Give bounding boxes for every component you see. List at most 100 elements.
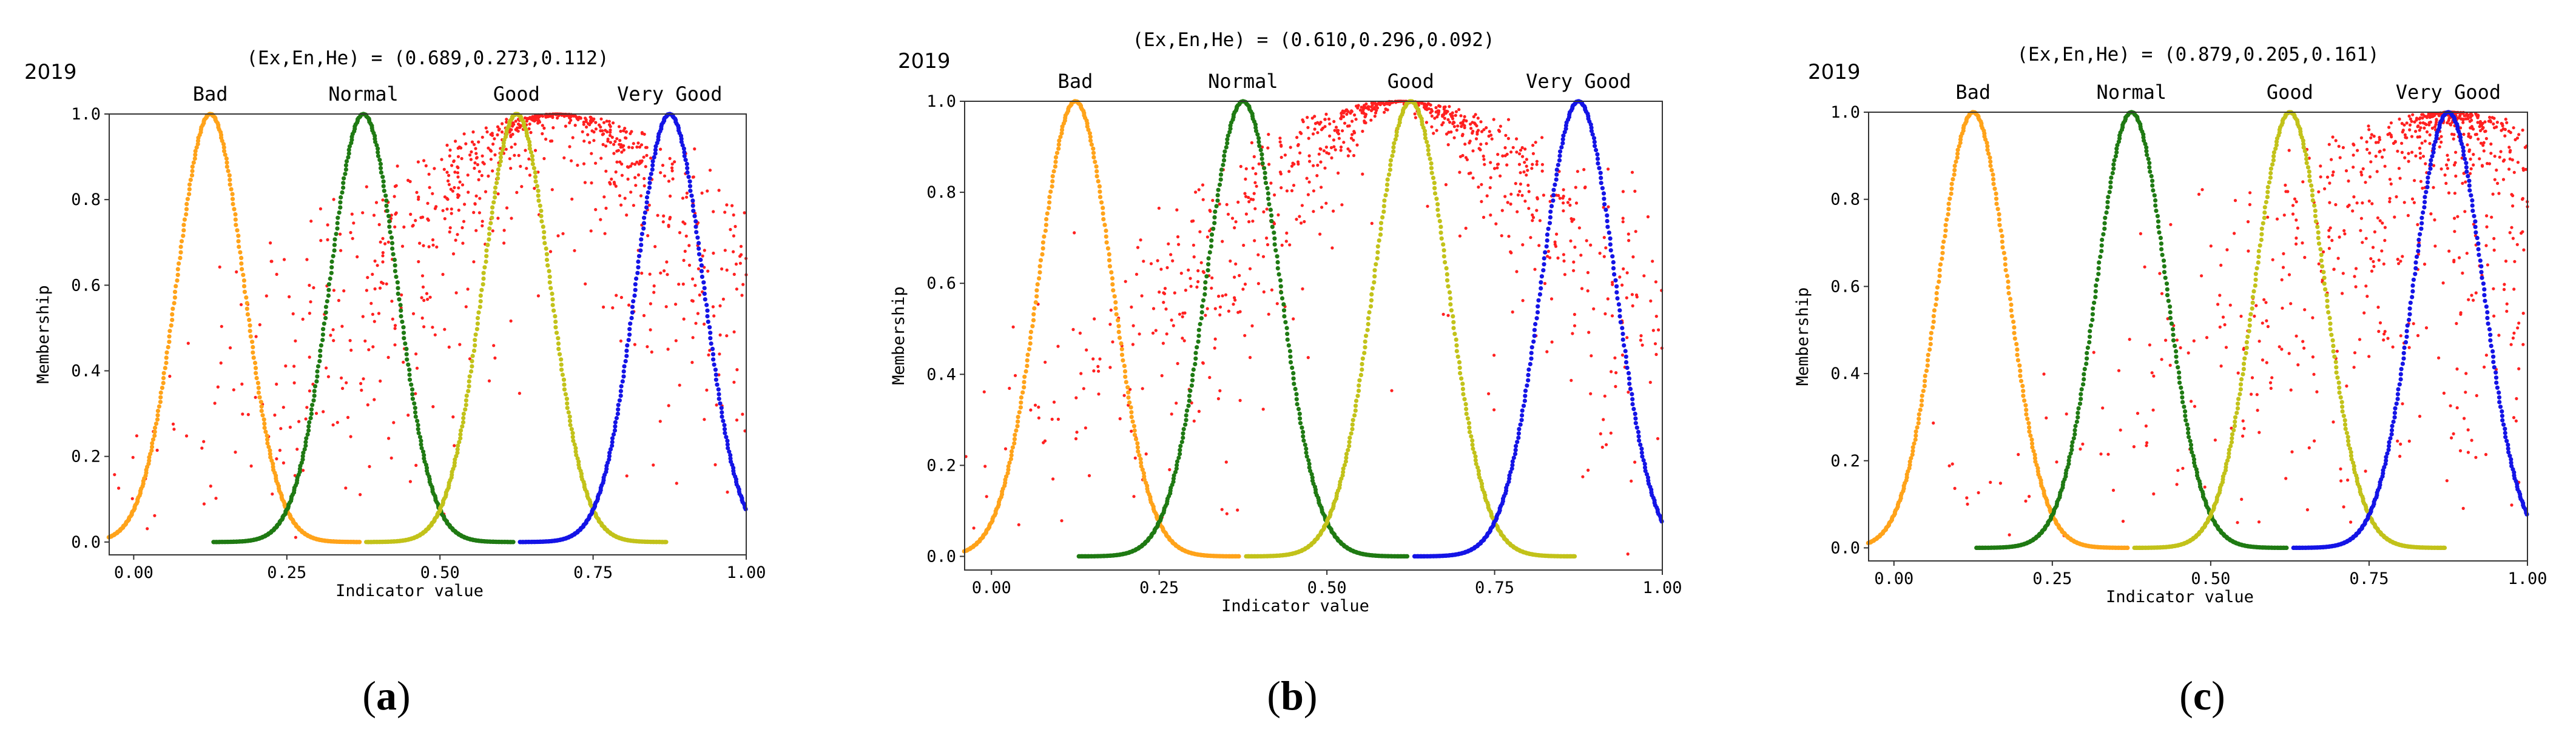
curve-point bbox=[618, 394, 623, 398]
curve-point bbox=[629, 315, 634, 321]
cloud-drop bbox=[421, 285, 425, 289]
curve-point bbox=[241, 278, 246, 283]
cloud-drop bbox=[635, 160, 639, 164]
cloud-drop bbox=[1455, 129, 1458, 132]
curve-point bbox=[1608, 248, 1613, 253]
curve-point bbox=[251, 344, 255, 350]
curve-point bbox=[627, 327, 632, 332]
cloud-drop bbox=[445, 207, 449, 211]
curve-point bbox=[562, 387, 567, 392]
curve-point bbox=[1385, 177, 1390, 182]
curve-point bbox=[1437, 219, 1442, 224]
cloud-drop bbox=[740, 253, 743, 257]
x-tick-label: 0.75 bbox=[1475, 579, 1514, 597]
curve-point bbox=[164, 360, 169, 366]
cloud-drop bbox=[1610, 314, 1614, 318]
curve-point bbox=[621, 374, 626, 379]
curve-point bbox=[252, 360, 258, 366]
cloud-drop bbox=[456, 233, 459, 236]
curve-point bbox=[553, 314, 558, 319]
cloud-drop bbox=[615, 160, 619, 164]
curve-point bbox=[561, 377, 567, 382]
cloud-drop bbox=[428, 186, 431, 189]
cloud-drop bbox=[379, 379, 382, 383]
curve-point bbox=[1610, 254, 1615, 259]
cloud-drop bbox=[1525, 173, 1528, 177]
curve-point bbox=[701, 280, 706, 285]
cloud-drop bbox=[1352, 153, 1356, 158]
curve-point bbox=[1209, 232, 1215, 237]
cloud-drop bbox=[1256, 253, 1260, 257]
curve-point bbox=[390, 246, 395, 251]
cloud-drop bbox=[1571, 332, 1574, 335]
cloud-drop bbox=[1244, 177, 1247, 181]
cloud-drop bbox=[171, 422, 175, 426]
cloud-drop bbox=[472, 210, 476, 214]
curve-point bbox=[725, 442, 730, 447]
cloud-drop bbox=[1195, 285, 1199, 289]
cloud-drop bbox=[292, 364, 296, 368]
curve-point bbox=[1094, 169, 1099, 174]
curve-point bbox=[613, 420, 618, 425]
cloud-drop bbox=[415, 366, 419, 370]
curve-point bbox=[1130, 419, 1135, 424]
curve-point bbox=[1365, 327, 1370, 332]
cloud-drop bbox=[1587, 330, 1591, 334]
cloud-drop bbox=[725, 203, 729, 207]
cloud-drop bbox=[585, 125, 588, 129]
curve-point bbox=[242, 289, 247, 294]
curve-point bbox=[341, 185, 346, 190]
curve-point bbox=[1179, 440, 1184, 444]
cloud-drop bbox=[394, 184, 398, 187]
curve-point bbox=[1460, 381, 1465, 386]
curve-point bbox=[228, 182, 232, 187]
cloud-drop bbox=[1334, 148, 1337, 152]
curve-point bbox=[254, 375, 259, 381]
curve-point bbox=[1135, 445, 1140, 450]
cloud-drop bbox=[1562, 201, 1565, 205]
cloud-drop bbox=[1474, 113, 1477, 116]
cloud-drop bbox=[1130, 305, 1133, 309]
cloud-drop bbox=[694, 321, 698, 325]
curve-point bbox=[647, 176, 652, 181]
curve-point bbox=[1097, 195, 1103, 200]
cloud-drop bbox=[1335, 130, 1340, 134]
curve-point bbox=[1423, 136, 1428, 141]
cloud-drop bbox=[602, 195, 606, 199]
cloud-drop bbox=[1522, 170, 1526, 174]
cloud-drop bbox=[1614, 384, 1617, 389]
cloud-drop bbox=[457, 186, 460, 190]
curve-point bbox=[335, 221, 340, 226]
cloud-drop bbox=[1479, 143, 1483, 146]
cloud-drop bbox=[458, 180, 462, 184]
curve-point bbox=[1367, 310, 1372, 315]
cloud-drop bbox=[474, 147, 477, 150]
cloud-drop bbox=[1217, 294, 1221, 298]
curve-point bbox=[550, 297, 555, 302]
cloud-drop bbox=[683, 222, 687, 226]
cloud-drop bbox=[446, 179, 450, 183]
curve-point bbox=[728, 456, 733, 461]
cloud-drop bbox=[2319, 164, 2322, 168]
curve-point bbox=[1028, 341, 1033, 346]
curve-point bbox=[571, 438, 576, 443]
curve-point bbox=[1204, 274, 1209, 279]
cloud-drop bbox=[2399, 442, 2402, 446]
cloud-drop bbox=[556, 116, 559, 120]
cloud-drop bbox=[656, 213, 659, 217]
cloud-drop bbox=[504, 147, 508, 151]
curve-point bbox=[1087, 131, 1092, 136]
cloud-drop bbox=[1292, 184, 1296, 187]
cloud-drop bbox=[2432, 186, 2435, 189]
cloud-drop bbox=[1519, 149, 1523, 152]
cloud-drop bbox=[1247, 200, 1251, 204]
cloud-drop bbox=[611, 306, 615, 310]
cloud-drop bbox=[1460, 124, 1463, 129]
cloud-drop bbox=[1327, 152, 1330, 155]
curve-point bbox=[422, 452, 427, 458]
curve-point bbox=[402, 336, 406, 341]
cloud-drop bbox=[517, 153, 521, 157]
cloud-drop bbox=[1306, 356, 1310, 360]
cloud-drop bbox=[155, 448, 159, 452]
cloud-drop bbox=[1507, 235, 1511, 238]
